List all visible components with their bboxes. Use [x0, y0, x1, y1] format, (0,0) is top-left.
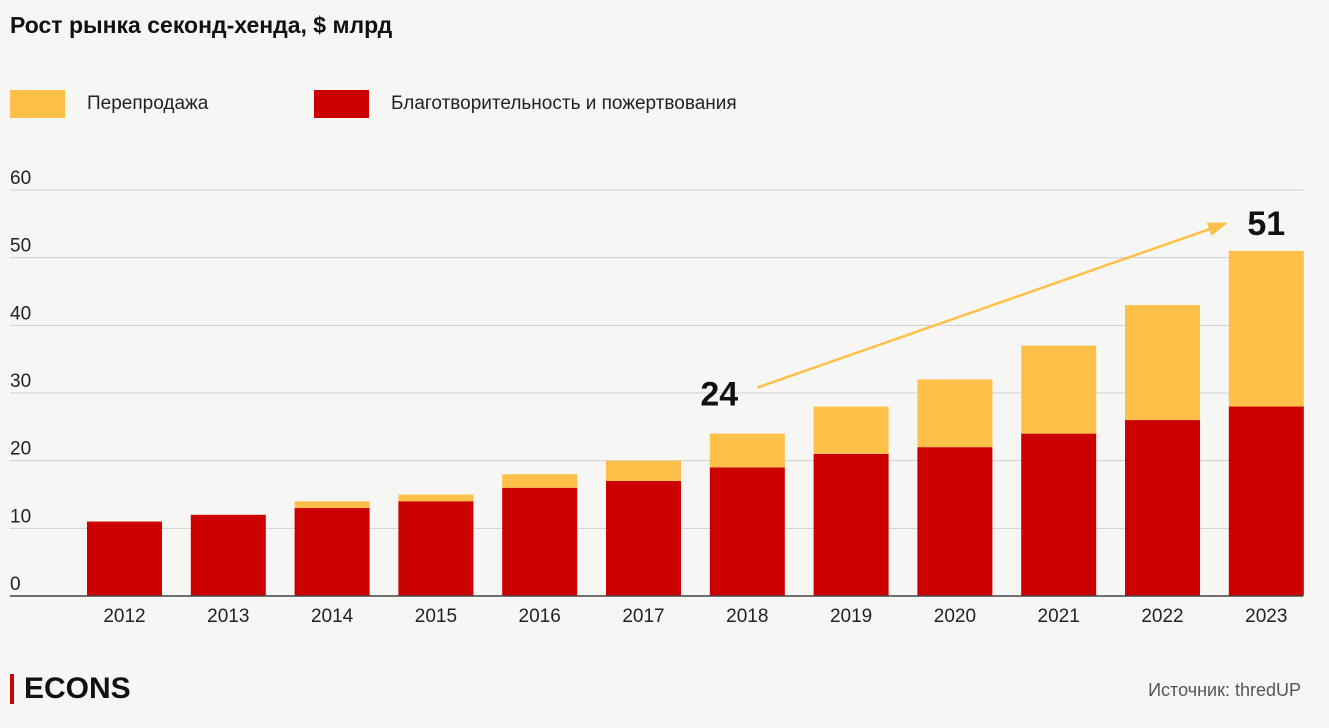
legend-swatch-charity [314, 90, 369, 118]
bar-charity [294, 508, 370, 596]
bar-charity [1021, 433, 1097, 596]
x-tick-label: 2015 [415, 606, 457, 627]
y-tick-label: 60 [10, 168, 31, 189]
bar-charity [87, 521, 162, 596]
bar-resale [1125, 305, 1200, 421]
logo-text: ECONS [24, 672, 131, 705]
legend-swatch-resale [10, 90, 65, 118]
legend-label-resale: Перепродажа [87, 93, 209, 114]
x-tick-label: 2023 [1245, 606, 1287, 627]
econs-logo: ECONS [10, 672, 131, 706]
bar-resale [1021, 345, 1097, 434]
bar-resale [813, 406, 889, 454]
legend-label-charity: Благотворительность и пожертвования [391, 93, 737, 114]
x-tick-label: 2019 [830, 606, 872, 627]
x-tick-label: 2017 [622, 606, 664, 627]
x-tick-label: 2016 [519, 606, 561, 627]
annotation-label: 51 [1247, 205, 1285, 243]
bar-charity [917, 447, 993, 596]
bar-resale [502, 474, 578, 488]
y-tick-label: 20 [10, 439, 31, 460]
bar-resale [294, 501, 370, 509]
bar-resale [398, 494, 474, 502]
x-tick-label: 2013 [207, 606, 249, 627]
x-tick-label: 2020 [934, 606, 976, 627]
bar-charity [606, 480, 681, 596]
annotation-label: 24 [700, 376, 738, 414]
bar-resale [606, 460, 681, 481]
y-tick-label: 0 [10, 574, 21, 595]
logo-bar [10, 674, 14, 704]
bar-resale [1228, 250, 1304, 407]
x-tick-label: 2018 [726, 606, 768, 627]
bar-charity [398, 501, 474, 596]
x-tick-label: 2021 [1038, 606, 1080, 627]
bar-charity [190, 514, 266, 596]
bar-charity [709, 467, 785, 596]
source-note: Источник: thredUP [1148, 680, 1301, 700]
y-tick-label: 30 [10, 371, 31, 392]
bar-charity [502, 487, 578, 596]
arrow-head-icon [1206, 222, 1229, 236]
bar-resale [709, 433, 785, 468]
legend-item-charity: Благотворительность и пожертвования [314, 90, 737, 118]
bar-charity [813, 453, 889, 596]
bar-resale [917, 379, 993, 448]
y-tick-label: 50 [10, 236, 31, 257]
legend-item-resale: Перепродажа [10, 90, 208, 118]
y-tick-label: 40 [10, 303, 31, 324]
growth-arrow [756, 222, 1225, 389]
chart-title: Рост рынка секонд-хенда, $ млрд [10, 12, 393, 38]
x-tick-label: 2012 [103, 606, 145, 627]
x-tick-label: 2014 [311, 606, 354, 627]
y-tick-label: 10 [10, 506, 31, 527]
x-tick-label: 2022 [1141, 606, 1183, 627]
bar-charity [1228, 406, 1304, 596]
bar-charity [1125, 420, 1200, 596]
